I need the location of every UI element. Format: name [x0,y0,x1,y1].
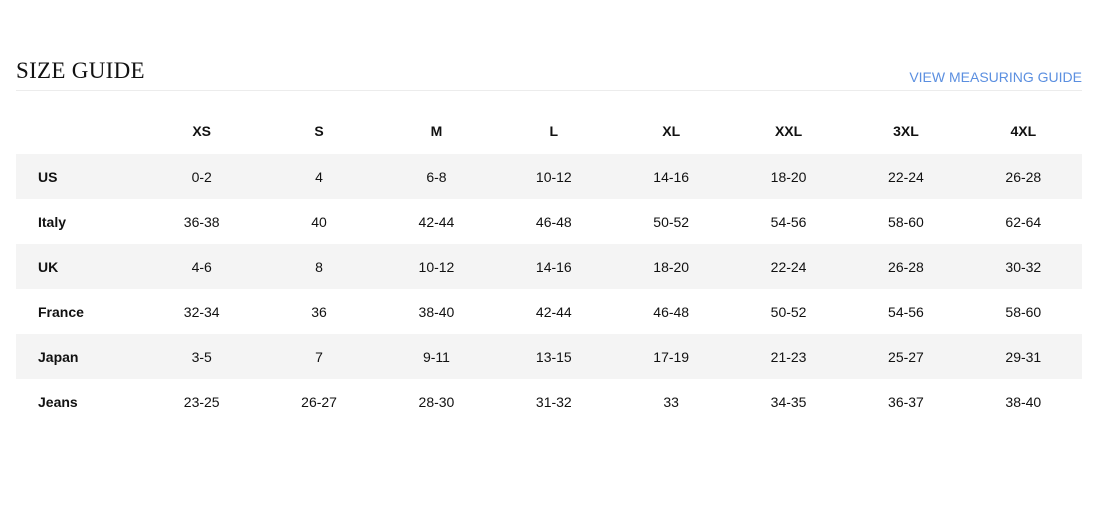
table-row: France 32-34 36 38-40 42-44 46-48 50-52 54-56 58… [16,289,1082,334]
row-label: Japan [38,348,79,365]
size-cell: 36 [311,303,327,320]
size-cell: 38-40 [418,303,455,320]
table-row: UK 4-6 8 10-12 14-16 18-20 22-24 26-28 30-32 [16,244,1082,289]
size-cell: 18-20 [653,258,690,275]
size-cell: 3-5 [191,348,212,365]
size-cell: 6-8 [426,168,447,185]
size-cell: 10-12 [535,168,572,185]
table-row: Italy 36-38 40 42-44 46-48 50-52 54-56 58-60 62-… [16,199,1082,244]
column-header: L [549,123,559,139]
row-label: France [38,303,84,320]
size-cell: 40 [311,213,327,230]
size-cell: 17-19 [653,348,690,365]
size-cell: 23-25 [183,393,220,410]
size-cell: 54-56 [770,213,807,230]
size-cell: 4-6 [191,258,212,275]
size-cell: 8 [315,258,323,275]
size-cell: 7 [315,348,323,365]
size-cell: 33 [663,393,679,410]
size-cell: 42-44 [418,213,455,230]
size-cell: 22-24 [888,168,924,185]
size-cell: 62-64 [1005,213,1042,230]
column-header: M [430,123,443,139]
size-cell: 14-16 [653,168,690,185]
size-guide-header: SIZE GUIDE VIEW MEASURING GUIDE [16,58,1082,91]
column-header: 3XL [893,123,919,139]
size-cell: 9-11 [422,348,450,365]
size-cell: 26-27 [301,393,337,410]
size-cell: 46-48 [535,213,572,230]
column-header: XL [662,123,681,139]
size-cell: 29-31 [1005,348,1042,365]
table-row: US 0-2 4 6-8 10-12 14-16 18-20 22-24 26-28 [16,154,1082,199]
column-header: XS [192,123,212,139]
size-cell: 13-15 [535,348,572,365]
size-cell: 38-40 [1005,393,1042,410]
page-title: SIZE GUIDE [16,58,145,83]
size-cell: 50-52 [770,303,807,320]
table-row: Jeans 23-25 26-27 28-30 31-32 33 34-35 36-37 38-… [16,379,1082,424]
size-cell: 32-34 [183,303,220,320]
size-cell: 28-30 [418,393,455,410]
size-cell: 36-38 [183,213,220,230]
size-cell: 42-44 [535,303,572,320]
size-cell: 14-16 [535,258,572,275]
size-cell: 30-32 [1005,258,1042,275]
size-cell: 21-23 [770,348,807,365]
row-label: US [38,168,58,185]
size-cell: 4 [315,168,323,185]
view-measuring-guide-link[interactable]: VIEW MEASURING GUIDE [909,69,1082,85]
size-cell: 18-20 [770,168,807,185]
size-cell: 26-28 [888,258,924,275]
column-header: S [314,123,324,139]
size-cell: 22-24 [770,258,807,275]
size-cell: 10-12 [418,258,455,275]
size-cell: 50-52 [653,213,690,230]
corner-cell [16,108,143,154]
size-cell: 31-32 [535,393,572,410]
header-row: XS S M L XL XXL 3XL 4XL [16,108,1082,154]
row-label: UK [38,258,59,275]
column-header: 4XL [1010,123,1037,139]
size-cell: 58-60 [888,213,924,230]
size-cell: 46-48 [653,303,690,320]
size-cell: 36-37 [888,393,924,410]
size-cell: 34-35 [770,393,807,410]
size-cell: 58-60 [1005,303,1042,320]
column-header: XXL [774,123,803,139]
row-label: Italy [38,213,67,230]
size-cell: 0-2 [191,168,212,185]
size-cell: 26-28 [1005,168,1042,185]
size-cell: 25-27 [888,348,924,365]
row-label: Jeans [38,393,78,410]
size-table: XS S M L XL XXL 3XL 4XL US 0-2 4 6-8 10-12 14-16 18-2… [16,108,1082,424]
size-cell: 54-56 [888,303,924,320]
table-row: Japan 3-5 7 9-11 13-15 17-19 21-23 25-27 29-31 [16,334,1082,379]
